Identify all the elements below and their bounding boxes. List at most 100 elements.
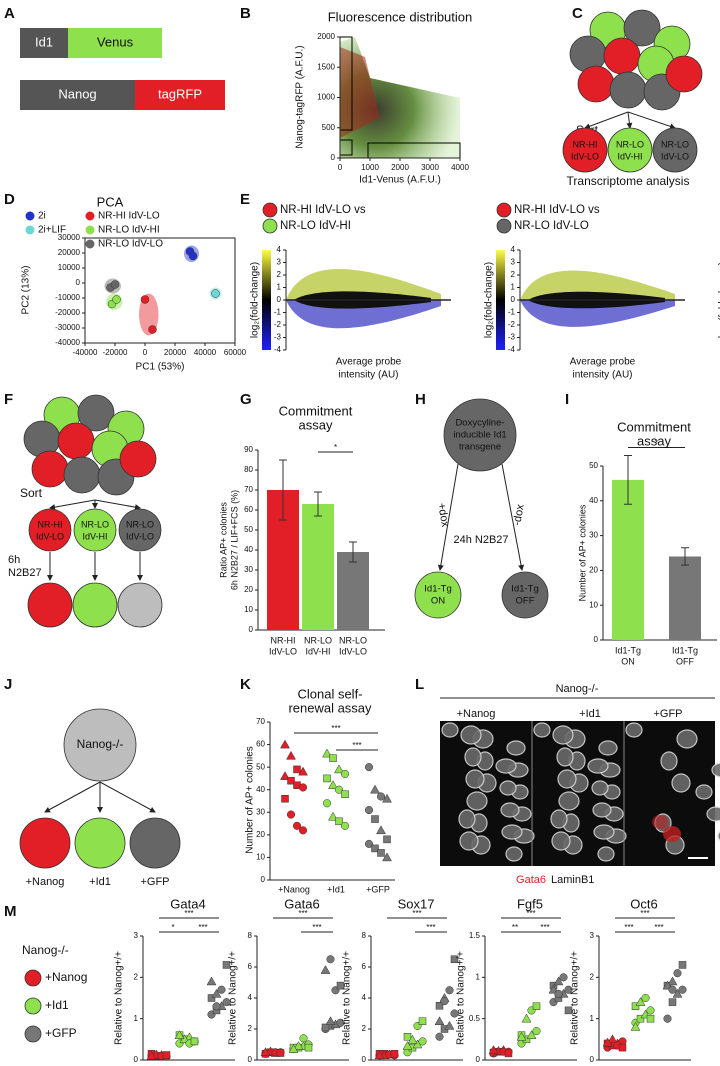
group-label: IdV-LO — [36, 531, 64, 541]
y-axis-label: 6h N2B27 / LIF+FCS (%) — [229, 490, 239, 590]
x-tick-label: -20000 — [103, 348, 128, 357]
stain-label: Gata6 — [516, 874, 546, 886]
y-tick-label: 40 — [589, 496, 598, 505]
point — [444, 1020, 455, 1030]
legend-label: +Nanog — [45, 970, 87, 984]
arrow — [437, 463, 459, 571]
y-tick-label: 20 — [256, 830, 265, 839]
group-hull — [139, 293, 159, 336]
y-tick-label: 10000 — [58, 263, 81, 272]
y-tick-label: 500 — [322, 123, 336, 132]
group-circle — [28, 508, 72, 552]
colorbar — [496, 250, 505, 350]
x-axis-label: Average probe — [336, 357, 402, 368]
nucleus — [660, 751, 678, 771]
ma-cloud-up — [286, 269, 441, 300]
nucleus — [459, 831, 479, 851]
node-label: Nanog-/- — [77, 737, 124, 751]
y-tick-label: 2 — [511, 270, 516, 279]
point — [559, 973, 568, 982]
arrow — [44, 781, 101, 813]
point — [564, 1006, 573, 1015]
point — [667, 976, 678, 986]
y-tick-label: 0 — [511, 295, 516, 304]
y-tick-label: 2000 — [317, 32, 335, 41]
nucleus — [597, 846, 615, 862]
construct-label: Nanog — [58, 86, 96, 101]
point — [276, 1049, 285, 1057]
legend-label: NR-HI IdV-LO vs — [280, 204, 366, 216]
y-tick-label: 20 — [589, 566, 598, 575]
parent-circle — [63, 708, 137, 782]
point — [174, 1030, 185, 1039]
node-label: Doxycyline- — [455, 418, 504, 429]
y-tick-label: 70 — [244, 485, 253, 494]
point — [631, 1002, 640, 1011]
legend-label: +Id1 — [45, 998, 69, 1012]
group-circle — [19, 817, 71, 869]
y-tick-label: 2 — [362, 1024, 367, 1033]
group-circle — [607, 127, 653, 173]
y-tick-label: -40000 — [55, 338, 80, 347]
step-label: 24h N2B27 — [453, 534, 508, 546]
point — [206, 976, 217, 986]
point — [382, 793, 392, 803]
point — [435, 1002, 444, 1010]
group-circle — [414, 571, 462, 619]
point — [390, 1050, 399, 1058]
y-tick-label: -3 — [274, 333, 282, 342]
nucleus — [499, 780, 517, 796]
nucleus — [625, 722, 643, 738]
point — [292, 821, 302, 830]
y-tick-label: -30000 — [55, 323, 80, 332]
point — [323, 774, 331, 783]
significance-label: *** — [540, 923, 549, 932]
x-tick-label: Id1-Tg — [672, 645, 698, 655]
significance-label: *** — [526, 909, 535, 918]
point — [374, 1050, 385, 1060]
transgene-circle — [443, 398, 517, 472]
legend-swatch — [496, 218, 512, 234]
nucleus — [458, 809, 476, 829]
point — [207, 994, 216, 1002]
significance-label: *** — [198, 923, 207, 932]
cell — [665, 55, 703, 93]
point — [336, 1018, 345, 1027]
nucleus — [464, 747, 482, 767]
chart-title: Clonal self- — [297, 686, 362, 701]
group-label: ON — [431, 596, 445, 607]
point — [340, 769, 350, 778]
panel-letter: K — [240, 676, 251, 693]
point — [211, 289, 220, 298]
x-tick-label: +Id1 — [327, 884, 345, 894]
chart-title: assay — [637, 433, 671, 448]
x-tick-label: 0 — [143, 348, 148, 357]
group-circle — [501, 571, 549, 619]
significance-label: *** — [654, 923, 663, 932]
cell — [577, 65, 615, 103]
y-axis-label: Relative to Nanog+/+ — [114, 951, 125, 1045]
nucleus — [466, 791, 488, 811]
nucleus — [558, 791, 580, 811]
legend-swatch — [25, 211, 35, 221]
point — [287, 776, 295, 785]
point — [211, 988, 222, 998]
group-label: NR-LO — [81, 519, 109, 529]
group-circle — [27, 582, 73, 628]
chart-title: assay — [299, 417, 333, 432]
y-tick-label: 30 — [589, 531, 598, 540]
column-label: +Id1 — [579, 708, 601, 720]
point — [371, 815, 379, 823]
point — [286, 750, 296, 760]
arrow — [584, 111, 629, 130]
caption: Transcriptome analysis — [567, 174, 690, 188]
point — [334, 764, 344, 774]
nucleus — [501, 824, 523, 840]
x-axis-label: PC1 (53%) — [136, 362, 185, 373]
point — [402, 1041, 413, 1050]
error-bar — [279, 459, 287, 521]
point — [299, 1034, 308, 1043]
nucleus-gata6 — [652, 815, 668, 829]
y-tick-label: 90 — [244, 445, 253, 454]
